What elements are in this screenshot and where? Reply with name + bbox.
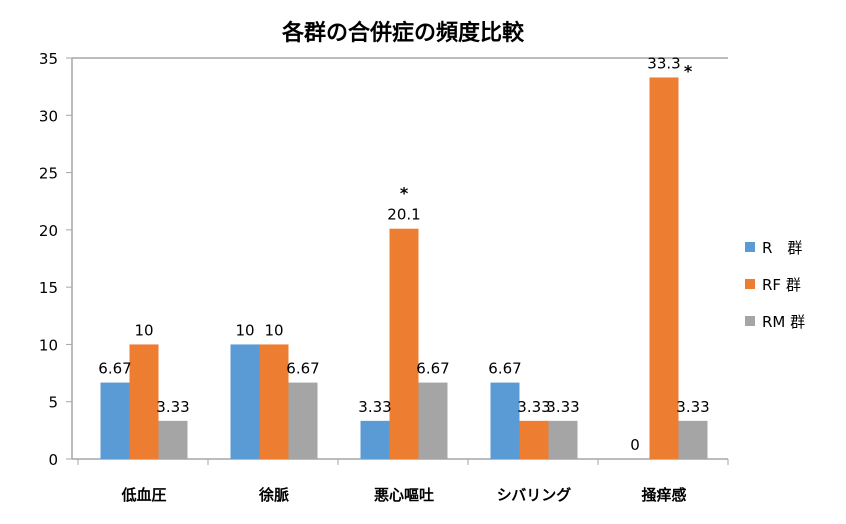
bar-R群-1 [230, 344, 260, 459]
x-tick-label: 掻痒感 [641, 486, 686, 504]
bar-RF群-1 [259, 344, 289, 459]
data-label: 3.33 [676, 398, 709, 416]
data-label: 3.33 [517, 398, 550, 416]
significance-asterisk: * [400, 184, 409, 203]
bar-RM群-4 [678, 420, 708, 459]
y-tick-label: 10 [39, 336, 58, 354]
data-label: 6.67 [416, 360, 449, 378]
y-tick-label: 20 [39, 222, 58, 240]
bar-RF群-4 [649, 77, 679, 459]
y-tick-label: 30 [39, 107, 58, 125]
significance-asterisk: * [684, 61, 693, 80]
y-tick-label: 35 [39, 50, 58, 68]
legend-label: RM 群 [762, 313, 805, 331]
data-label: 6.67 [98, 360, 131, 378]
data-label: 33.3 [647, 54, 680, 72]
y-tick-label: 5 [48, 394, 58, 412]
y-tick-label: 0 [48, 451, 58, 469]
x-tick-label: 悪心嘔吐 [374, 486, 434, 504]
legend-label: RF 群 [762, 276, 801, 294]
data-label: 10 [134, 321, 153, 339]
data-label: 20.1 [387, 206, 420, 224]
bar-RF群-0 [129, 344, 159, 459]
bar-RM群-0 [158, 420, 188, 459]
legend-swatch [745, 242, 755, 252]
data-label: 3.33 [156, 398, 189, 416]
bar-R群-0 [100, 382, 130, 459]
bar-R群-3 [490, 382, 520, 459]
bar-R群-2 [360, 420, 390, 459]
x-tick-label: 低血圧 [120, 486, 166, 504]
data-label: 10 [235, 321, 254, 339]
data-label: 6.67 [286, 360, 319, 378]
bar-RM群-1 [288, 382, 318, 459]
data-label: 0 [630, 436, 640, 454]
data-label: 3.33 [358, 398, 391, 416]
data-label: 6.67 [488, 360, 521, 378]
data-label: 10 [264, 321, 283, 339]
bar-RF群-3 [519, 420, 549, 459]
data-label: 3.33 [546, 398, 579, 416]
x-tick-label: シバリング [497, 486, 572, 504]
chart-title: 各群の合併症の頻度比較 [281, 20, 525, 46]
y-tick-label: 15 [39, 279, 58, 297]
legend-swatch [745, 279, 755, 289]
bar-RM群-2 [418, 382, 448, 459]
legend-label: R 群 [762, 239, 802, 257]
y-tick-label: 25 [39, 165, 58, 183]
x-tick-label: 徐脈 [258, 486, 289, 504]
bar-RM群-3 [548, 420, 578, 459]
legend-swatch [745, 316, 755, 326]
bar-RF群-2 [389, 228, 419, 459]
